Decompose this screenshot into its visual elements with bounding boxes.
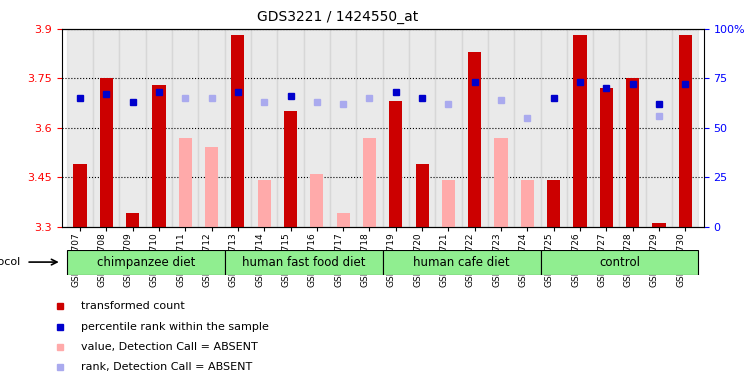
Text: GSM144708: GSM144708 xyxy=(98,232,107,287)
Bar xyxy=(336,214,350,227)
Bar xyxy=(541,250,698,275)
Bar xyxy=(67,29,93,227)
Text: GSM144711: GSM144711 xyxy=(176,232,185,287)
Bar xyxy=(468,52,481,227)
Bar xyxy=(462,29,488,227)
Bar xyxy=(330,29,356,227)
Text: GSM144720: GSM144720 xyxy=(413,232,422,287)
Bar xyxy=(514,29,541,227)
Bar xyxy=(567,29,593,227)
Bar xyxy=(258,180,271,227)
Bar xyxy=(356,29,383,227)
Bar xyxy=(593,29,620,227)
Bar xyxy=(494,137,508,227)
Bar xyxy=(67,250,225,275)
Bar xyxy=(225,250,383,275)
Text: GSM144719: GSM144719 xyxy=(387,232,396,287)
Text: GSM144727: GSM144727 xyxy=(597,232,606,287)
Bar xyxy=(442,180,455,227)
Bar xyxy=(547,180,560,227)
Bar xyxy=(383,29,409,227)
Text: GSM144721: GSM144721 xyxy=(439,232,448,287)
Text: GSM144713: GSM144713 xyxy=(229,232,238,287)
Bar xyxy=(198,29,225,227)
Text: GSM144714: GSM144714 xyxy=(255,232,264,287)
Text: GSM144710: GSM144710 xyxy=(150,232,159,287)
Bar xyxy=(574,35,587,227)
Bar xyxy=(679,35,692,227)
Bar xyxy=(225,29,251,227)
Bar xyxy=(93,29,119,227)
Text: GSM144707: GSM144707 xyxy=(71,232,80,287)
Bar xyxy=(600,88,613,227)
Bar xyxy=(146,29,172,227)
Text: GSM144716: GSM144716 xyxy=(308,232,317,287)
Bar xyxy=(620,29,646,227)
Bar xyxy=(383,250,541,275)
Text: control: control xyxy=(599,256,640,268)
Bar xyxy=(389,101,403,227)
Text: human cafe diet: human cafe diet xyxy=(413,256,510,268)
Text: GSM144722: GSM144722 xyxy=(466,232,475,286)
Bar xyxy=(488,29,514,227)
Text: GSM144723: GSM144723 xyxy=(492,232,501,287)
Bar xyxy=(672,29,698,227)
Bar xyxy=(74,164,86,227)
Bar xyxy=(436,29,462,227)
Bar xyxy=(284,111,297,227)
Text: GSM144730: GSM144730 xyxy=(676,232,685,287)
Bar xyxy=(541,29,567,227)
Bar xyxy=(363,137,376,227)
Bar xyxy=(409,29,436,227)
Text: GSM144715: GSM144715 xyxy=(282,232,291,287)
Text: GSM144718: GSM144718 xyxy=(360,232,369,287)
Bar xyxy=(231,35,245,227)
Bar xyxy=(205,147,218,227)
Bar xyxy=(653,223,665,227)
Bar xyxy=(277,29,303,227)
Text: GSM144728: GSM144728 xyxy=(623,232,632,287)
Text: protocol: protocol xyxy=(0,257,20,267)
Bar xyxy=(126,214,139,227)
Text: GSM144717: GSM144717 xyxy=(334,232,343,287)
Text: GSM144726: GSM144726 xyxy=(571,232,580,287)
Text: GSM144709: GSM144709 xyxy=(124,232,133,287)
Text: rank, Detection Call = ABSENT: rank, Detection Call = ABSENT xyxy=(80,362,252,372)
Bar xyxy=(310,174,324,227)
Text: GSM144712: GSM144712 xyxy=(203,232,212,287)
Text: chimpanzee diet: chimpanzee diet xyxy=(97,256,195,268)
Bar xyxy=(520,180,534,227)
Bar xyxy=(415,164,429,227)
Text: GDS3221 / 1424550_at: GDS3221 / 1424550_at xyxy=(258,10,418,23)
Bar xyxy=(152,85,165,227)
Text: percentile rank within the sample: percentile rank within the sample xyxy=(80,321,268,331)
Bar xyxy=(100,78,113,227)
Text: GSM144724: GSM144724 xyxy=(518,232,527,286)
Text: GSM144729: GSM144729 xyxy=(650,232,659,287)
Text: value, Detection Call = ABSENT: value, Detection Call = ABSENT xyxy=(80,342,258,352)
Text: transformed count: transformed count xyxy=(80,301,184,311)
Text: GSM144725: GSM144725 xyxy=(544,232,553,287)
Text: human fast food diet: human fast food diet xyxy=(242,256,366,268)
Bar xyxy=(172,29,198,227)
Bar xyxy=(179,137,192,227)
Bar xyxy=(119,29,146,227)
Bar xyxy=(303,29,330,227)
Bar xyxy=(646,29,672,227)
Bar xyxy=(626,78,639,227)
Bar xyxy=(251,29,277,227)
